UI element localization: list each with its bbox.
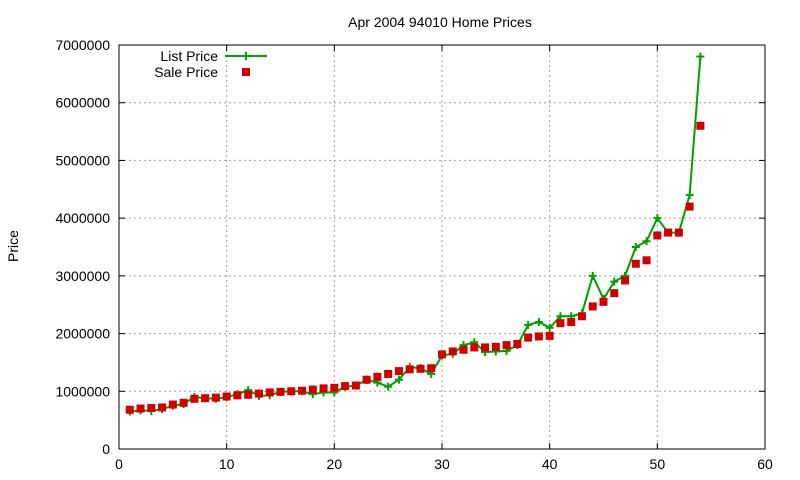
y-tick-label: 5000000	[55, 152, 110, 168]
sale-price-point	[222, 392, 231, 401]
sale-price-point	[308, 385, 317, 394]
x-tick-label: 10	[219, 456, 235, 472]
sale-price-point	[298, 386, 307, 395]
y-tick-label: 1000000	[55, 383, 110, 399]
x-tick-label: 0	[115, 456, 123, 472]
list-price-point	[534, 318, 543, 327]
sale-price-point	[685, 202, 694, 211]
list-price-point	[588, 271, 597, 280]
plot-area	[125, 52, 705, 416]
x-tick-label: 30	[434, 456, 450, 472]
sale-price-point	[502, 341, 511, 350]
legend-label: List Price	[160, 48, 218, 64]
list-price-point	[610, 277, 619, 286]
list-price-point	[384, 382, 393, 391]
sale-price-point	[448, 347, 457, 356]
y-tick-label: 2000000	[55, 326, 110, 342]
sale-price-point	[147, 404, 156, 413]
sale-price-point	[233, 391, 242, 400]
sale-price-point	[158, 403, 167, 412]
legend-label: Sale Price	[154, 64, 218, 80]
sale-price-point	[470, 343, 479, 352]
series-sale-price	[125, 121, 705, 414]
sale-price-point	[534, 332, 543, 341]
x-tick-label: 60	[757, 456, 773, 472]
sale-price-point	[190, 394, 199, 403]
sale-price-point	[545, 331, 554, 340]
list-price-point	[394, 375, 403, 384]
y-tick-label: 3000000	[55, 268, 110, 284]
sale-price-point	[556, 319, 565, 328]
sale-price-point	[642, 256, 651, 265]
sale-price-point	[254, 389, 263, 398]
sale-price-point	[491, 342, 500, 351]
sale-price-point	[341, 382, 350, 391]
list-price-point	[653, 214, 662, 223]
sale-price-point	[438, 350, 446, 359]
sale-price-point	[136, 404, 145, 413]
sale-price-point	[405, 365, 414, 374]
sale-price-point	[265, 388, 274, 397]
sale-price-point	[394, 367, 403, 376]
grid	[119, 45, 765, 449]
sale-price-point	[524, 333, 533, 342]
sale-price-point	[362, 375, 371, 384]
sale-price-point	[577, 312, 586, 321]
y-tick-label: 7000000	[55, 37, 110, 53]
x-tick-label: 40	[542, 456, 558, 472]
sale-price-point	[125, 405, 134, 414]
legend-cross-swatch	[242, 52, 250, 60]
list-price-point	[524, 320, 533, 329]
sale-price-point	[621, 276, 630, 285]
sale-price-point	[674, 228, 683, 237]
sale-price-point	[696, 121, 705, 130]
sale-price-point	[319, 384, 328, 393]
sale-price-point	[610, 289, 619, 298]
sale-price-point	[330, 383, 339, 392]
sale-price-point	[384, 369, 393, 378]
sale-price-point	[513, 339, 522, 348]
sale-price-point	[244, 390, 253, 399]
sale-price-point	[287, 387, 296, 396]
sale-price-point	[664, 228, 673, 237]
chart-title: Apr 2004 94010 Home Prices	[348, 14, 532, 30]
y-axis-label: Price	[5, 230, 21, 262]
x-tick-label: 50	[650, 456, 666, 472]
list-price-point	[642, 237, 651, 246]
sale-price-point	[416, 364, 425, 373]
sale-price-point	[179, 398, 188, 407]
list-price-point	[696, 52, 705, 61]
list-price-point	[556, 312, 565, 321]
sale-price-point	[631, 259, 640, 268]
plot-frame	[118, 44, 766, 450]
sale-price-point	[459, 345, 468, 354]
sale-price-point	[653, 231, 662, 240]
sale-price-point	[567, 318, 576, 327]
sale-price-point	[588, 302, 597, 311]
x-tick-label: 20	[327, 456, 343, 472]
legend-square-swatch	[242, 68, 250, 76]
list-price-point	[685, 191, 694, 200]
sale-price-point	[211, 393, 220, 402]
list-price-point	[631, 243, 640, 251]
axis-ticks: 0 10 20 30 40 50 60 0 1000000 2000000 3000000 40000…	[55, 37, 773, 472]
y-tick-label: 6000000	[55, 95, 110, 111]
sale-price-point	[427, 364, 436, 373]
sale-price-point	[599, 297, 608, 306]
sale-price-point	[373, 372, 382, 381]
sale-price-point	[481, 343, 490, 352]
sale-price-point	[168, 400, 177, 409]
y-tick-label: 4000000	[55, 210, 110, 226]
sale-price-point	[351, 381, 360, 390]
sale-price-point	[276, 387, 285, 396]
sale-price-point	[201, 394, 210, 403]
list-price-point	[545, 323, 554, 332]
y-tick-label: 0	[102, 441, 110, 457]
